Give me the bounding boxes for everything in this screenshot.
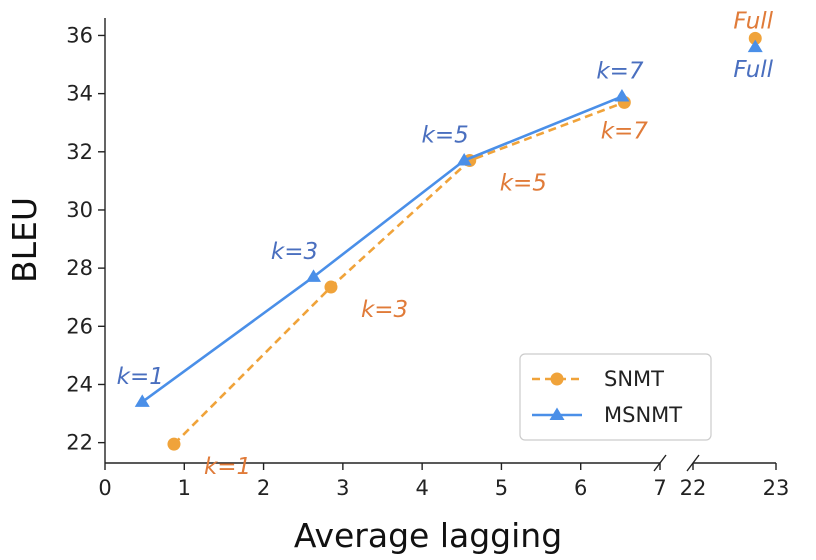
x-tick-label: 3 [336,476,349,500]
data-label-msnmt: k=3 [271,239,318,265]
y-tick-label: 36 [66,23,93,47]
y-tick-label: 26 [66,314,93,338]
y-tick-label: 28 [66,256,93,280]
data-point-msnmt-full [747,39,763,53]
series-layer [134,31,763,451]
data-label-snmt-full: Full [733,8,773,34]
data-point-snmt [167,437,181,451]
legend: SNMT MSNMT [519,353,712,441]
y-axis-title: BLEU [5,197,44,283]
data-label-snmt: k=3 [361,297,408,323]
x-tick-label: 2 [257,476,270,500]
x-tick-label: 22 [680,476,707,500]
x-axis-title: Average lagging [294,516,562,555]
data-point-msnmt [306,269,322,282]
data-point-msnmt [134,394,150,407]
data-label-msnmt: k=1 [117,364,164,390]
data-point-snmt [324,280,338,294]
data-label-msnmt: k=5 [422,123,469,149]
y-tick-label: 30 [66,198,93,222]
legend-label-msnmt: MSNMT [604,403,682,427]
x-tick-label: 7 [653,476,666,500]
y-tick-label: 34 [66,82,93,106]
data-label-msnmt-full: Full [733,57,773,83]
legend-label-snmt: SNMT [604,367,664,391]
legend-marker-snmt [550,372,564,386]
data-label-snmt: k=5 [500,171,547,197]
data-point-snmt-full [748,31,762,45]
x-tick-label: 4 [415,476,428,500]
series-line-msnmt [141,95,623,403]
legend-frame [519,353,712,441]
data-point-msnmt [456,153,472,166]
data-point-msnmt [614,89,630,102]
y-tick-label: 24 [66,372,93,396]
x-tick-label: 0 [98,476,111,500]
series-line-snmt [173,101,625,446]
point-annotations: k=1 k=3 k=5 k=7 Full k=1 k=3 k=5 k=7 Full [117,8,774,480]
data-label-snmt: k=7 [601,118,649,144]
y-tick-label: 32 [66,140,93,164]
x-tick-label: 23 [763,476,790,500]
x-tick-label: 1 [178,476,191,500]
data-label-snmt: k=1 [204,454,251,480]
x-tick-label: 5 [495,476,508,500]
data-label-msnmt: k=7 [596,59,644,85]
x-tick-label: 6 [574,476,587,500]
legend-marker-msnmt [549,407,565,420]
y-tick-label: 22 [66,431,93,455]
